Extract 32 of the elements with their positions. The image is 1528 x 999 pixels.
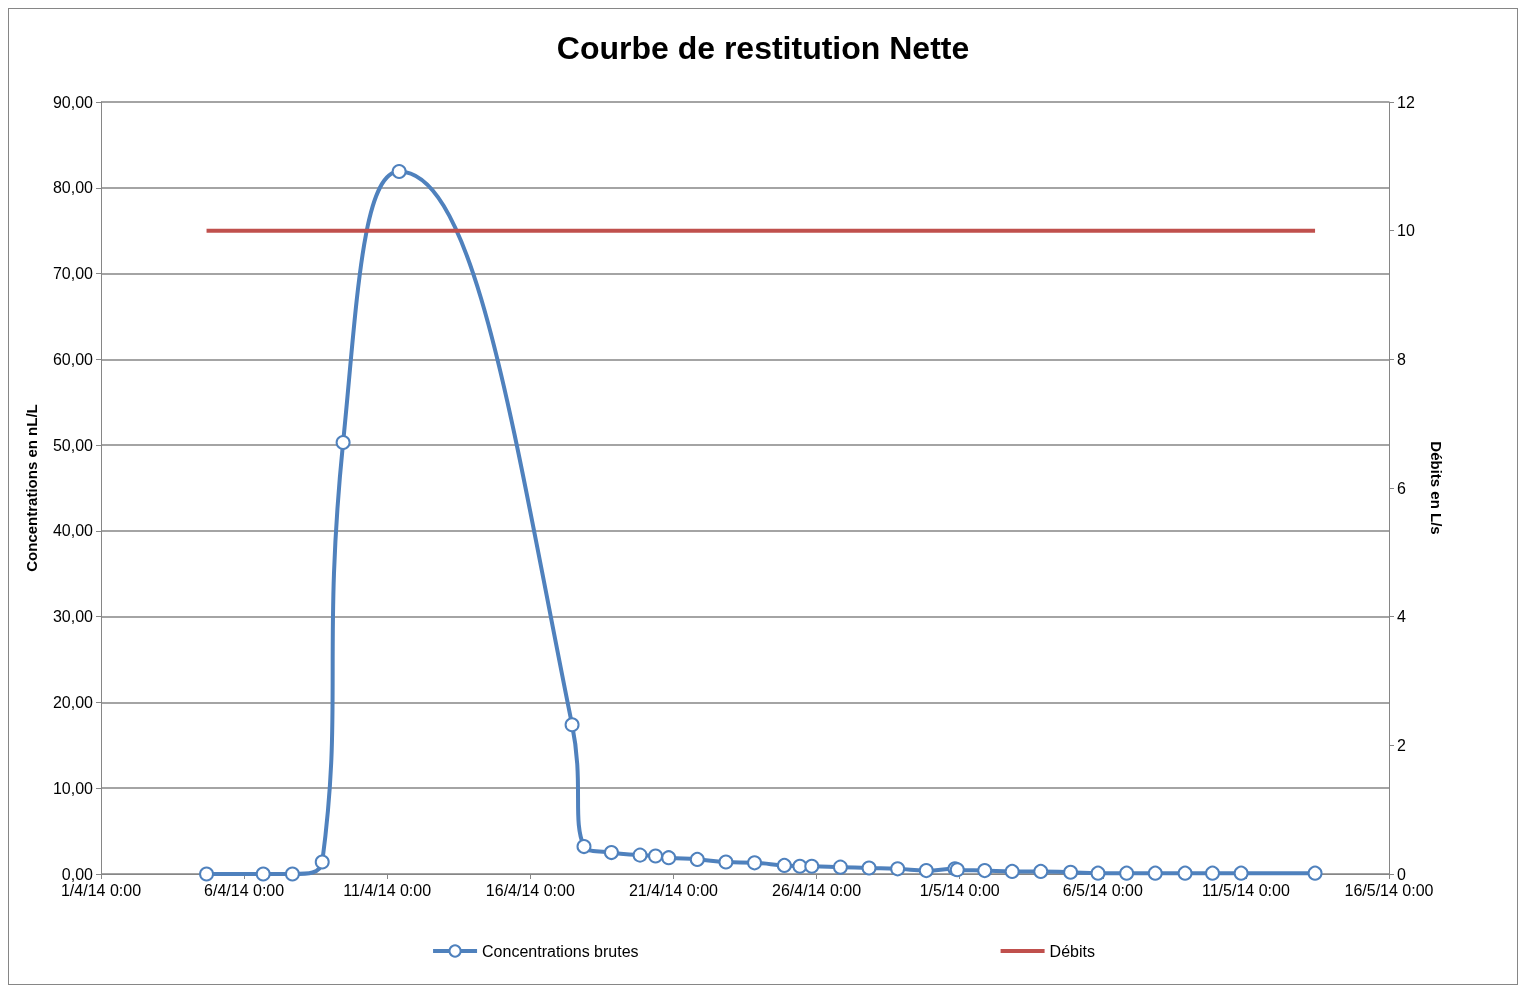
y2-tick-label: 8	[1397, 350, 1406, 368]
x-tick-label: 16/5/14 0:00	[1344, 881, 1434, 899]
x-tick-label: 6/4/14 0:00	[204, 881, 285, 899]
legend-label: Concentrations brutes	[482, 942, 639, 960]
y2-tick-label: 10	[1397, 222, 1415, 240]
x-tick-label: 11/4/14 0:00	[343, 881, 432, 899]
y2-tick-label: 0	[1397, 865, 1406, 883]
y-tick-label: 40,00	[52, 522, 94, 540]
x-tick-label: 21/4/14 0:00	[628, 881, 719, 899]
y-tick-label: 60,00	[52, 350, 94, 368]
y-tick-label: 10,00	[52, 779, 94, 797]
chart-title: Courbe de restitution Nette	[556, 30, 970, 66]
y-tick-label: 70,00	[52, 265, 94, 283]
y2-tick-label: 2	[1397, 736, 1406, 754]
x-tick-label: 1/5/14 0:00	[919, 881, 1000, 899]
x-tick-label: 16/4/14 0:00	[485, 881, 575, 899]
y2-tick-label: 4	[1397, 608, 1406, 626]
y2-tick-label: 6	[1397, 479, 1406, 497]
y2-tick-label: 12	[1397, 93, 1415, 111]
y-tick-label: 0,00	[61, 865, 94, 883]
x-tick-label: 1/4/14 0:00	[60, 881, 142, 899]
y-tick-label: 20,00	[52, 693, 94, 711]
y-tick-label: 50,00	[52, 436, 94, 454]
x-tick-label: 11/5/14 0:00	[1202, 881, 1290, 899]
y-axis-title: Concentrations en nL/L	[23, 404, 40, 572]
y-tick-label: 80,00	[52, 179, 94, 197]
x-tick-label: 6/5/14 0:00	[1062, 881, 1143, 899]
y2-axis-title: Débits en L/s	[1428, 441, 1445, 535]
legend-label: Débits	[1049, 942, 1095, 960]
x-tick-label: 26/4/14 0:00	[772, 881, 862, 899]
y-tick-label: 90,00	[52, 93, 94, 111]
y-tick-label: 30,00	[52, 608, 94, 626]
